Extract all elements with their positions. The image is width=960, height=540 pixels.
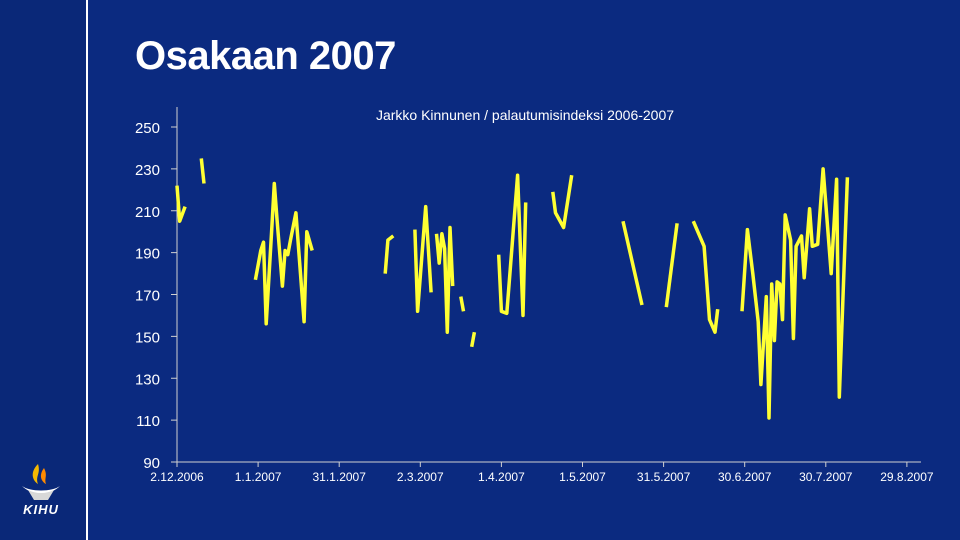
y-tick-label: 190 xyxy=(135,246,160,263)
y-tick-label: 110 xyxy=(136,413,160,430)
y-tick-label: 150 xyxy=(135,329,160,346)
kihu-logo: KIHU xyxy=(8,462,74,524)
x-tick-label: 1.5.2007 xyxy=(559,470,606,484)
series-line-segment xyxy=(383,234,395,274)
x-tick-label: 2.12.2006 xyxy=(150,470,204,484)
torch-flame-icon xyxy=(22,464,60,500)
y-tick-label: 230 xyxy=(135,162,160,179)
y-tick-label: 130 xyxy=(135,371,160,388)
x-tick-label: 29.8.2007 xyxy=(880,470,934,484)
x-tick-label: 31.5.2007 xyxy=(637,470,691,484)
logo-text: KIHU xyxy=(23,502,59,517)
series-line-segment xyxy=(434,225,455,334)
series-line-segment xyxy=(469,331,477,348)
x-tick-label: 1.4.2007 xyxy=(478,470,525,484)
x-tick-label: 30.7.2007 xyxy=(799,470,853,484)
series-line-segment xyxy=(175,185,187,223)
sidebar-panel xyxy=(0,0,86,540)
series-line-segment xyxy=(691,220,720,334)
y-tick-label: 90 xyxy=(143,455,160,472)
series-line-segment xyxy=(459,296,466,312)
x-tick-label: 30.6.2007 xyxy=(718,470,772,484)
series-line-segment xyxy=(199,158,206,184)
x-tick-label: 31.1.2007 xyxy=(313,470,367,484)
sidebar-divider xyxy=(86,0,88,540)
chart-title: Jarkko Kinnunen / palautumisindeksi 2006… xyxy=(376,107,674,123)
series-line-segment xyxy=(551,174,574,230)
series-line-segment xyxy=(496,173,528,318)
series-line-segment xyxy=(664,223,679,308)
x-tick-label: 1.1.2007 xyxy=(235,470,282,484)
y-tick-label: 210 xyxy=(135,204,160,221)
y-tick-label: 250 xyxy=(135,120,160,137)
series-line-segment xyxy=(253,181,314,326)
series-line-segment xyxy=(740,167,850,420)
series-line-segment xyxy=(413,204,433,314)
x-tick-label: 2.3.2007 xyxy=(397,470,444,484)
y-tick-label: 170 xyxy=(135,288,160,305)
slide-title: Osakaan 2007 xyxy=(135,34,396,78)
series-line-segment xyxy=(621,220,644,306)
